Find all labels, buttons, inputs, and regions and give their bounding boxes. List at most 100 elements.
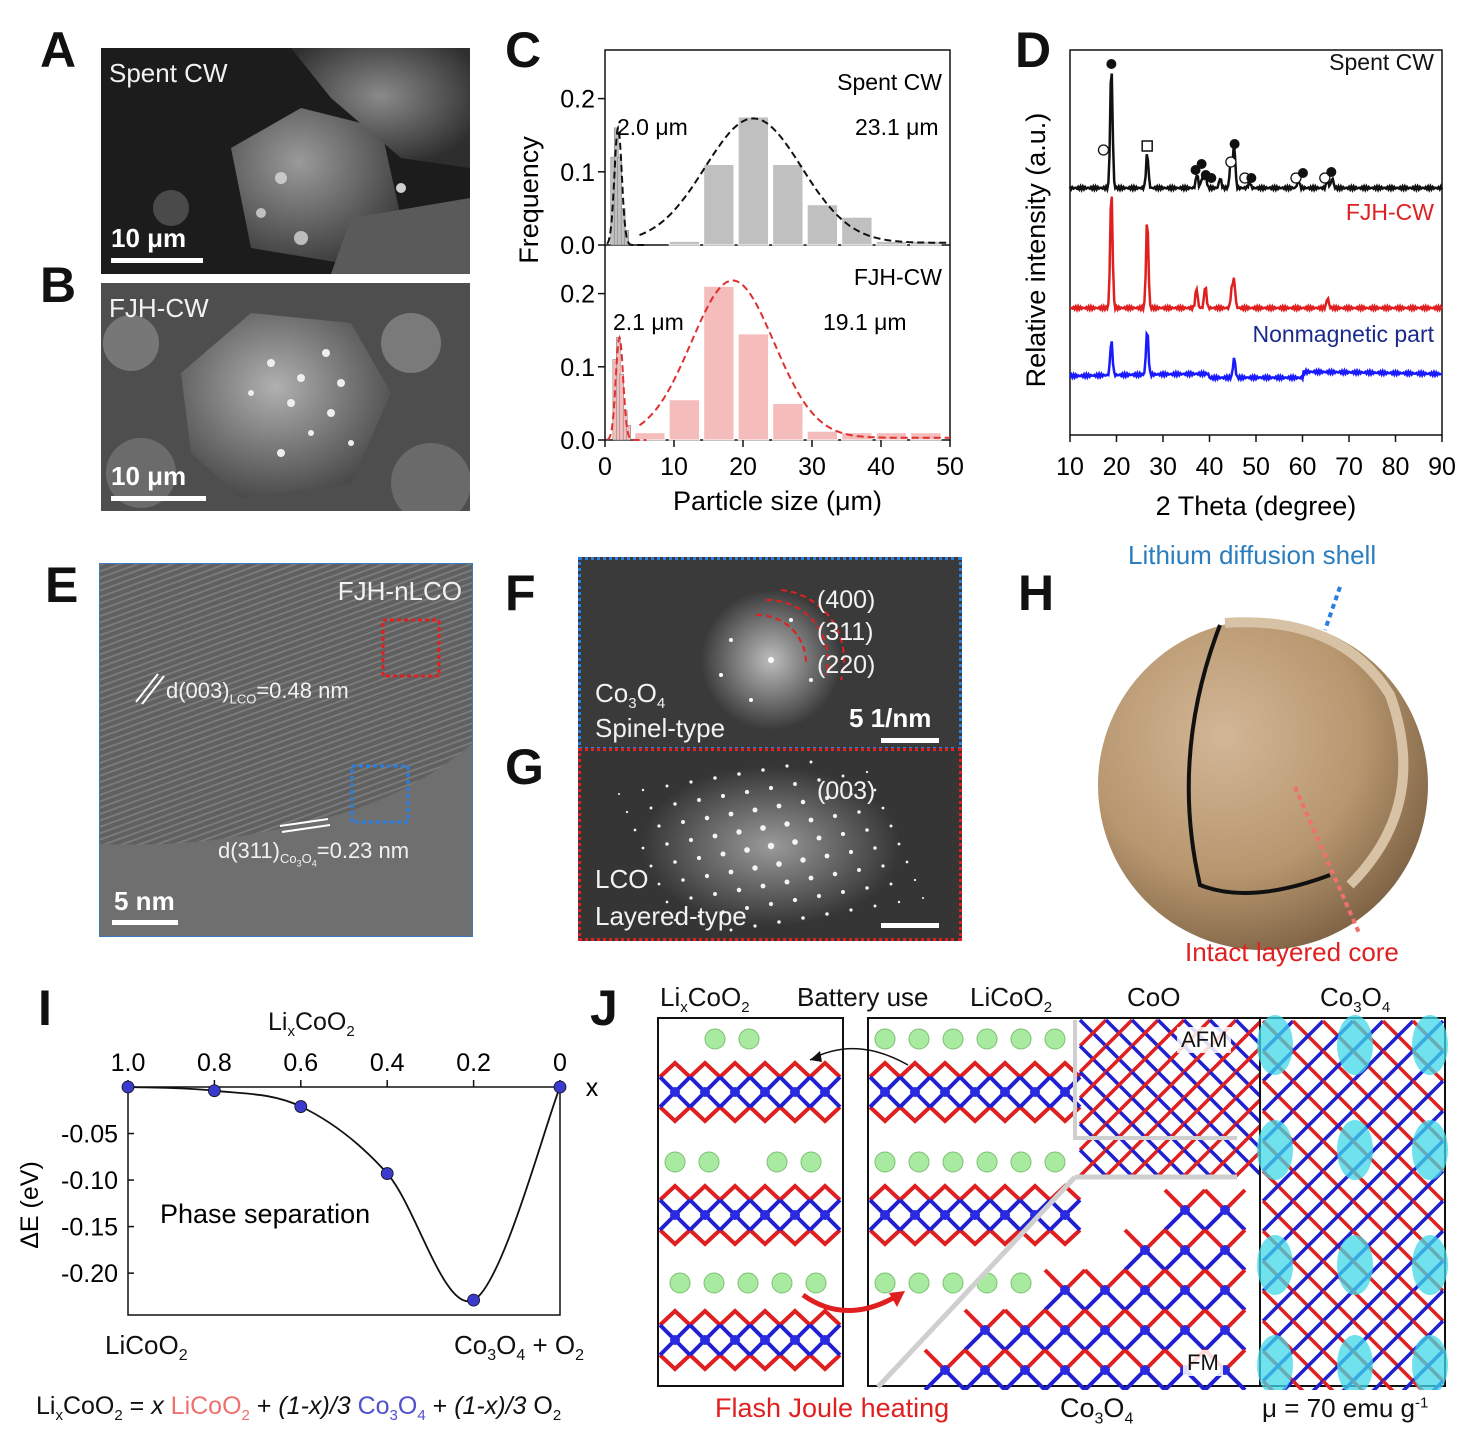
fft-spot <box>737 772 741 776</box>
y-tick-label: 0.0 <box>560 232 595 260</box>
fft-spot <box>832 871 838 877</box>
co3o4-bond-b3 <box>1321 1319 1355 1353</box>
phase-marker-filled <box>1297 168 1308 178</box>
panel-letter-c: C <box>505 22 542 78</box>
co3o4-bond-b3 <box>1311 1379 1325 1390</box>
o-bond <box>928 1060 962 1079</box>
fft-spot <box>729 928 733 932</box>
co-atom <box>790 1087 800 1097</box>
plot-frame <box>127 1087 561 1316</box>
core-label: Intact layered core <box>1185 937 1399 967</box>
fft-spot <box>816 835 822 841</box>
scale-label-f: 5 1/nm <box>849 703 932 733</box>
fft-spot <box>922 897 924 899</box>
fft-ring-400: (400) <box>817 586 876 614</box>
sem-texture <box>101 283 470 511</box>
co3o4-atom <box>1220 1325 1230 1335</box>
j-header-battery: Battery use <box>797 982 929 1012</box>
phase-marker-open <box>1225 156 1237 168</box>
small-bar <box>619 373 624 441</box>
mu-text: μ = 70 emu g <box>1262 1393 1416 1423</box>
fft-spot <box>689 780 693 784</box>
fit-curve-small <box>606 334 647 441</box>
hrtem-texture <box>100 564 472 936</box>
o-bond <box>898 1105 932 1124</box>
eq-licoo2: LiCoO2 <box>170 1392 250 1424</box>
series-label: Spent CW <box>1329 49 1434 75</box>
co-atom <box>730 1210 740 1220</box>
fft-spot <box>808 875 814 881</box>
co3o4-bond-b3 <box>1291 1109 1325 1143</box>
eq-frac2: (1-x)/3 <box>454 1392 527 1420</box>
o-bond <box>658 1183 692 1202</box>
fft-spot <box>889 882 893 886</box>
x-variable-label: x <box>586 1074 599 1102</box>
co-atom <box>760 1087 770 1097</box>
fft-spot <box>905 860 909 864</box>
peak-label: 2.1 μm <box>613 309 684 335</box>
y-tick-label: -0.20 <box>61 1260 118 1288</box>
coo-bond <box>1208 1148 1238 1178</box>
battery-use-arrowhead <box>810 1051 822 1062</box>
fft-spot <box>728 869 734 875</box>
subplot-title: Spent CW <box>837 69 942 95</box>
fft-spot <box>641 788 645 792</box>
co3o4-bond-b3 <box>1381 1019 1415 1053</box>
li-atom <box>942 1272 964 1294</box>
fft-spot <box>665 784 669 788</box>
o-bond <box>988 1228 1022 1247</box>
j-licoo: LiCoO <box>970 982 1044 1012</box>
fft-ring-220: (220) <box>817 651 876 679</box>
phase-marker-open <box>1290 172 1302 184</box>
coo-bond <box>1078 1148 1108 1178</box>
spin-density-lobe <box>1257 1120 1293 1180</box>
fft-spot <box>761 768 765 772</box>
sem-texture <box>101 48 470 274</box>
fft-pattern-f <box>701 589 846 730</box>
fjh-arrowhead <box>889 1291 905 1307</box>
co-atom <box>700 1087 710 1097</box>
eq-x: x <box>151 1392 164 1420</box>
coo2-slab <box>658 1060 842 1124</box>
co-atom <box>670 1335 680 1345</box>
co3o4-atom <box>1140 1245 1150 1255</box>
co3o4-atom <box>1220 1285 1230 1295</box>
co3o4-bond-b3 <box>1291 1349 1325 1383</box>
spin-density-lobe <box>1257 1335 1293 1390</box>
right-end-o: O <box>496 1330 517 1360</box>
o-bond <box>748 1105 782 1124</box>
fft-spot <box>817 778 821 782</box>
d311-value: =0.23 nm <box>316 838 410 863</box>
co3o4-bond-b3 <box>1261 1169 1295 1203</box>
xrd-trace <box>1068 329 1443 383</box>
co3o4-bond-b3 <box>1401 1379 1415 1390</box>
y-tick-label: 0.2 <box>560 86 595 114</box>
x-tick-label: 10 <box>660 453 688 481</box>
co3o4-bond-b3 <box>1411 1289 1445 1323</box>
left-end-text: LiCoO <box>105 1330 179 1360</box>
shell-label: Lithium diffusion shell <box>1128 540 1377 570</box>
phase-sub3: 3 <box>628 695 637 713</box>
co3o4-bond-b3 <box>1381 1199 1415 1233</box>
fft-spot <box>736 829 742 835</box>
subplot-title: FJH-CW <box>854 264 942 290</box>
coo2-slab <box>868 1060 1082 1124</box>
fft-spot <box>793 782 797 786</box>
coo-border <box>1073 1020 1237 1140</box>
o-bond <box>658 1228 692 1247</box>
coo-bond <box>1208 1070 1238 1100</box>
d003-annotation: d(003)LCO=0.48 nm <box>166 678 349 706</box>
fft-spot <box>673 918 677 922</box>
top-tick-label: 0.8 <box>197 1049 232 1077</box>
fft-spot <box>881 806 885 810</box>
o-bond <box>958 1183 992 1202</box>
co-atom <box>970 1087 980 1097</box>
co-atom <box>790 1210 800 1220</box>
coo2-slab <box>658 1308 842 1372</box>
small-bar <box>624 230 629 246</box>
fft-spot <box>913 878 917 882</box>
o-bond <box>868 1105 902 1124</box>
o-bond <box>718 1060 752 1079</box>
co3o4-bond-b3 <box>1291 1289 1325 1323</box>
panel-letter-a: A <box>40 22 77 78</box>
